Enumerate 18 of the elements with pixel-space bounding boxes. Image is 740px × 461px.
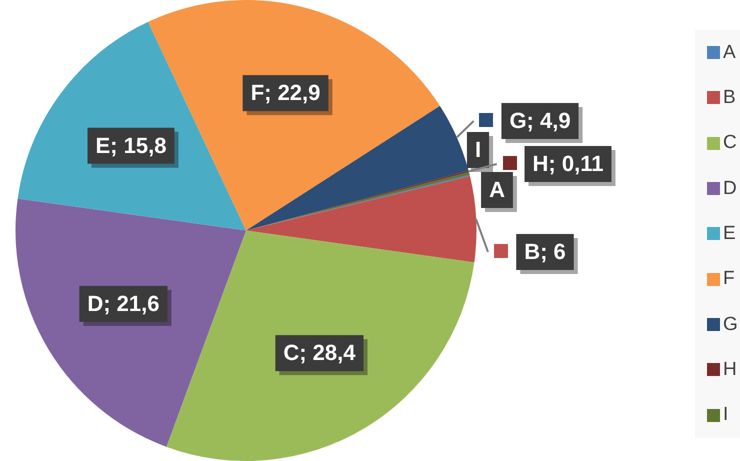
data-label: A bbox=[489, 177, 506, 202]
legend-label: I bbox=[723, 404, 728, 426]
legend-label: H bbox=[723, 358, 737, 381]
legend-label: B bbox=[723, 86, 736, 109]
data-label: C; 28,4 bbox=[283, 340, 356, 366]
data-label: G; 4,9 bbox=[509, 108, 571, 134]
legend-label: A bbox=[723, 42, 736, 64]
data-label: H; 0,11 bbox=[532, 151, 604, 176]
legend-label: F bbox=[723, 268, 735, 290]
data-label: D; 21,6 bbox=[87, 290, 160, 316]
data-label: F; 22,9 bbox=[250, 80, 320, 106]
data-label: E; 15,8 bbox=[96, 132, 166, 158]
legend-label: E bbox=[723, 222, 736, 245]
data-label: I bbox=[474, 137, 482, 162]
legend-label: C bbox=[723, 132, 737, 154]
data-label: B; 6 bbox=[524, 239, 566, 264]
legend-label: D bbox=[723, 178, 737, 200]
legend-label: G bbox=[723, 314, 738, 336]
